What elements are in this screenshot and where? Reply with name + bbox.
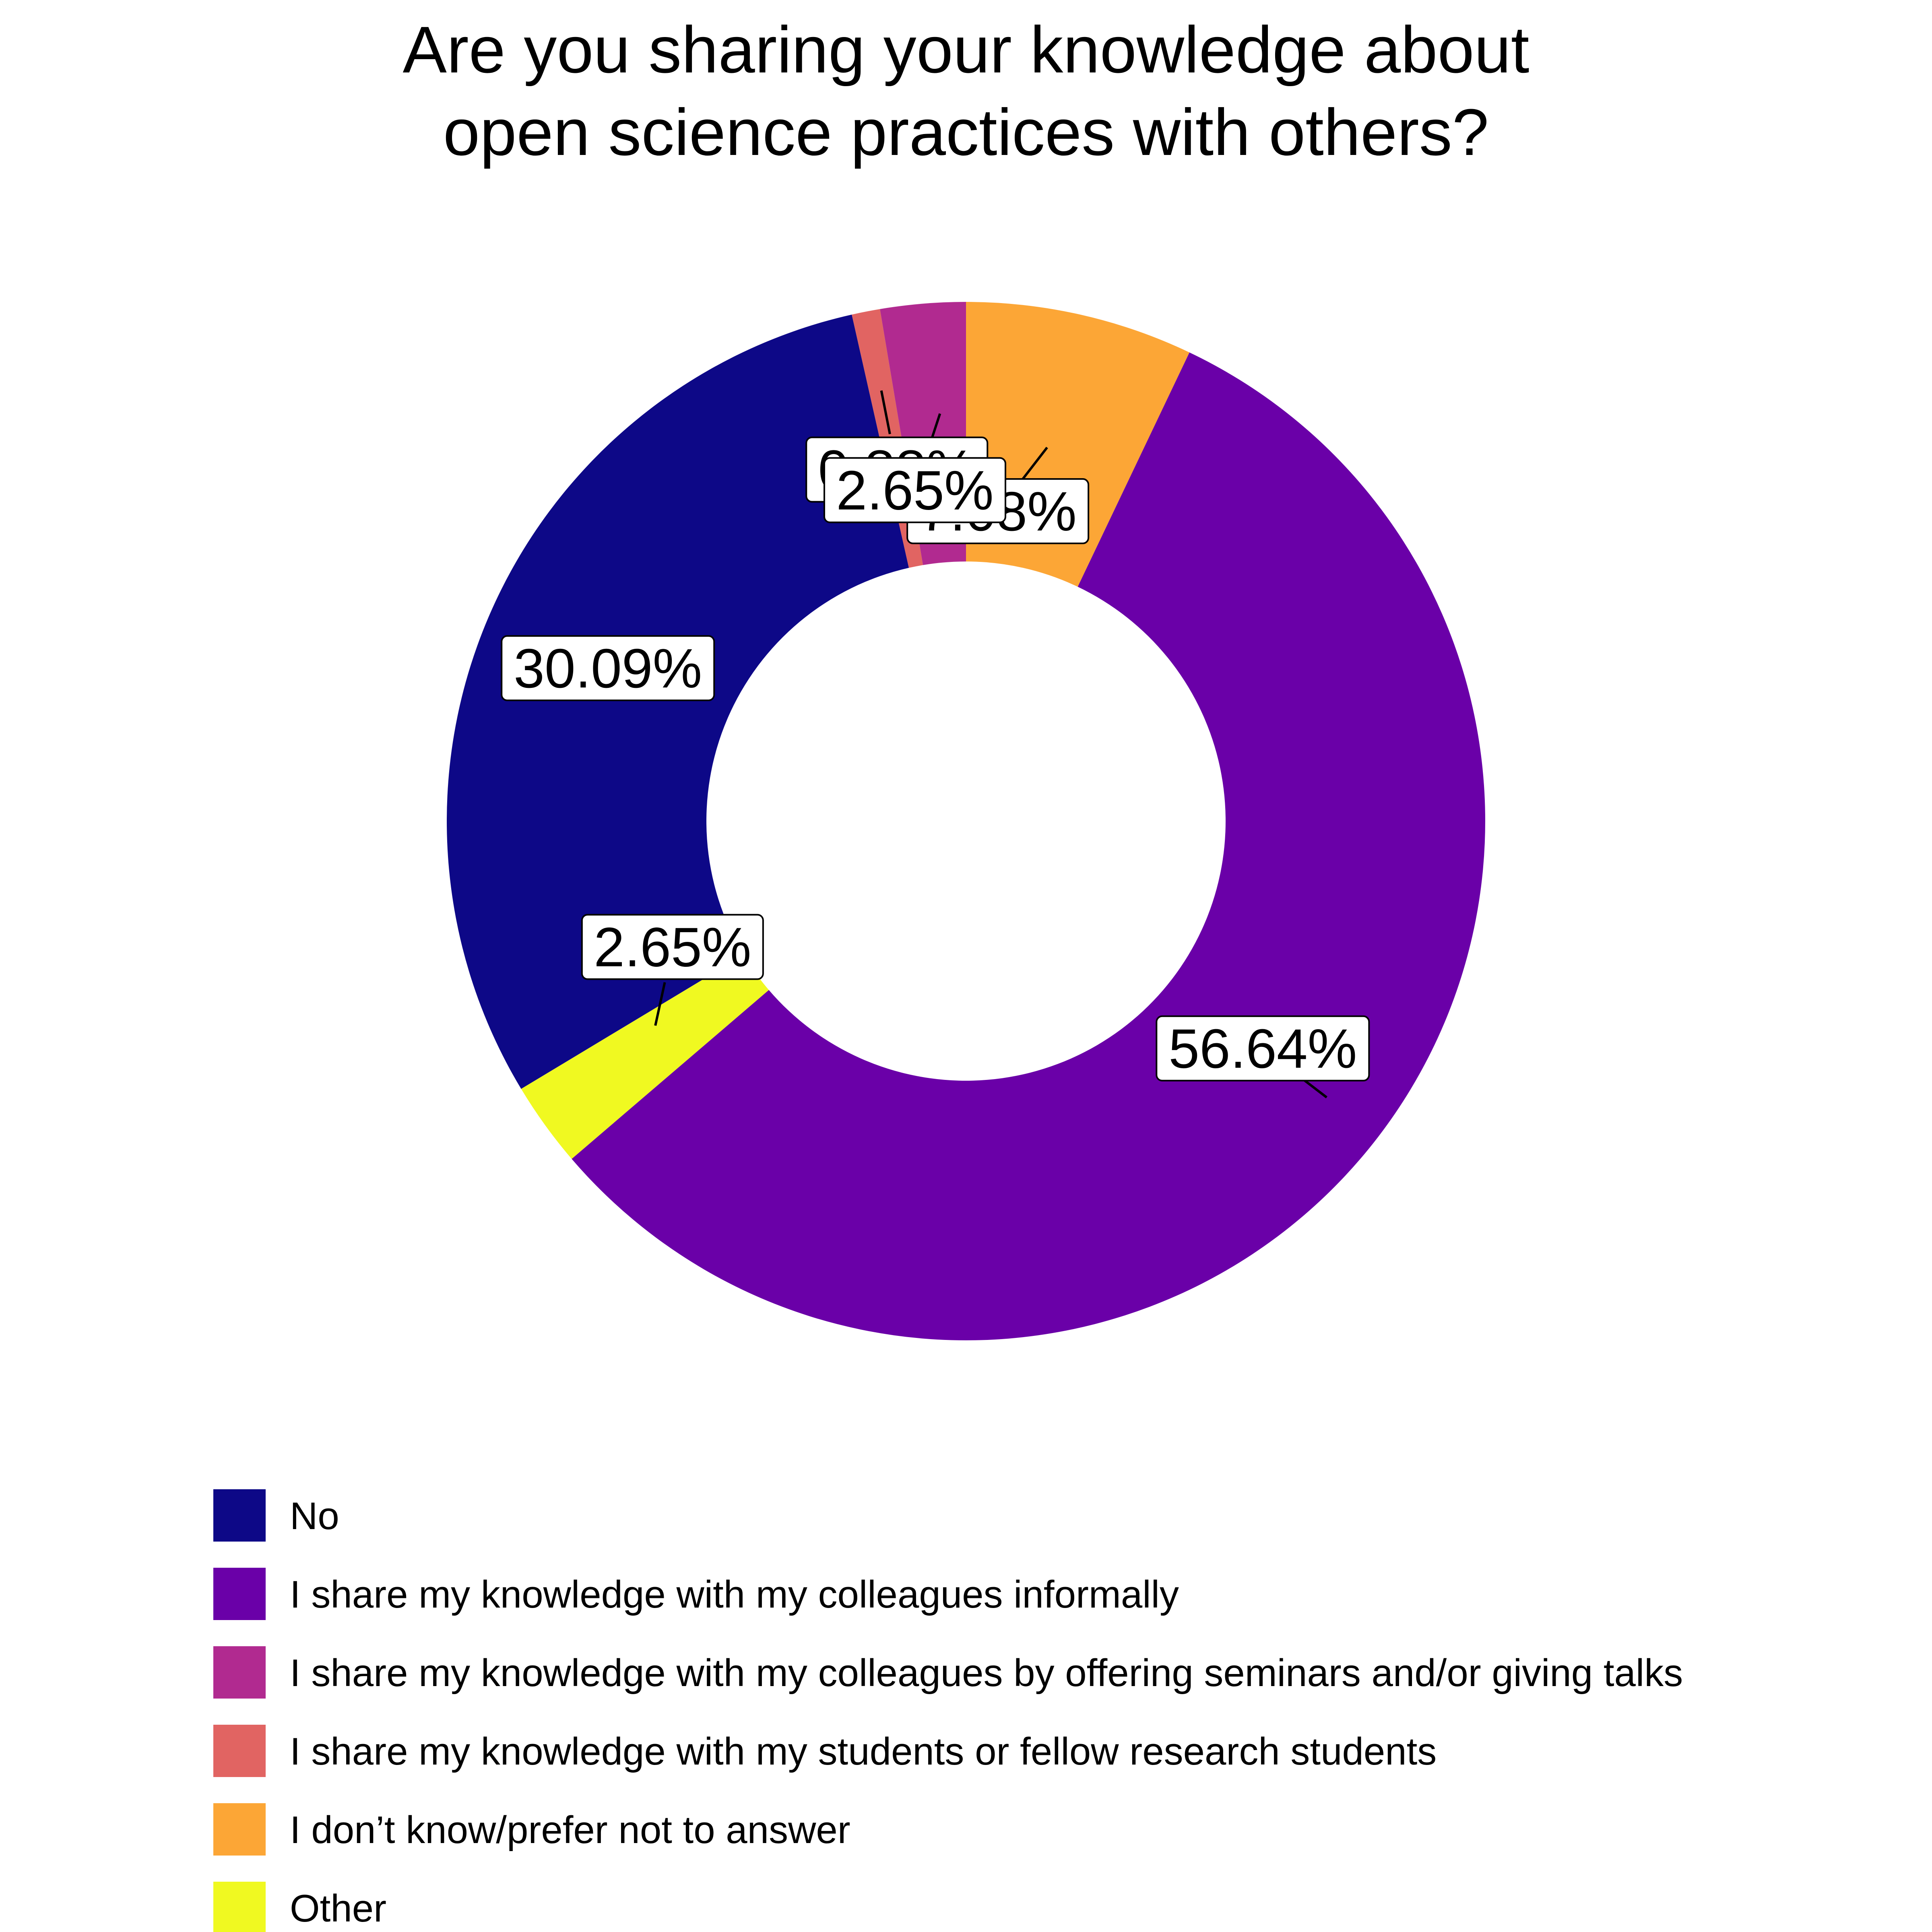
legend-item-i-share-my-knowledge-with-my-colleagues-informally: I share my knowledge with my colleagues … [213,1568,1179,1620]
legend-label-i-share-my-knowledge-with-my-students-or-fellow-research-students: I share my knowledge with my students or… [290,1730,1437,1773]
label-box-i-share-my-knowledge-with-my-colleagues-informally [1156,1015,1370,1082]
label-box-other [581,914,764,980]
label-text-other: 2.65% [594,916,751,978]
legend-swatch-no [213,1489,266,1542]
legend-swatch-i-don-t-know-prefer-not-to-answer [213,1803,266,1856]
legend-label-i-share-my-knowledge-with-my-colleagues-by-offering-seminars-and-or-giving-talks: I share my knowledge with my colleagues … [290,1651,1683,1695]
label-text-i-share-my-knowledge-with-my-colleagues-by-offering-seminars-and-or-giving-talks: 2.65% [836,460,993,522]
chart-title-line-2: open science practices with others? [443,95,1489,169]
chart-title-line-1: Are you sharing your knowledge about [403,13,1530,87]
label-i-share-my-knowledge-with-my-colleagues-informally: 56.64% [1156,1015,1370,1082]
chart-title: Are you sharing your knowledge about ope… [403,13,1530,169]
label-box-i-share-my-knowledge-with-my-colleagues-by-offering-seminars-and-or-giving-talks [823,457,1006,523]
label-no: 30.09% [501,635,715,702]
slice-other [521,955,769,1159]
legend-item-i-share-my-knowledge-with-my-colleagues-by-offering-seminars-and-or-giving-talks: I share my knowledge with my colleagues … [213,1646,1683,1699]
legend-swatch-i-share-my-knowledge-with-my-colleagues-by-offering-seminars-and-or-giving-talks [213,1646,266,1699]
legend-item-other: Other [213,1882,386,1932]
legend-label-i-don-t-know-prefer-not-to-answer: I don’t know/prefer not to answer [290,1808,850,1852]
legend-label-i-share-my-knowledge-with-my-colleagues-informally: I share my knowledge with my colleagues … [290,1573,1179,1616]
legend-item-no: No [213,1489,339,1542]
leader-other [654,982,666,1026]
legend-swatch-i-share-my-knowledge-with-my-students-or-fellow-research-students [213,1725,266,1777]
label-i-share-my-knowledge-with-my-colleagues-by-offering-seminars-and-or-giving-talks: 2.65% [823,457,1006,523]
leader-i-share-my-knowledge-with-my-students-or-fellow-research-students [880,390,891,434]
slice-no [447,314,909,1089]
label-box-no [501,635,715,702]
label-text-i-share-my-knowledge-with-my-colleagues-informally: 56.64% [1168,1018,1357,1080]
slice-i-share-my-knowledge-with-my-colleagues-informally [572,352,1485,1341]
label-other: 2.65% [581,914,764,980]
legend: No I share my knowledge with my colleague… [213,1489,1683,1932]
label-text-no: 30.09% [514,638,702,700]
legend-label-no: No [290,1494,339,1538]
legend-label-other: Other [290,1887,386,1930]
legend-item-i-don-t-know-prefer-not-to-answer: I don’t know/prefer not to answer [213,1803,850,1856]
legend-swatch-i-share-my-knowledge-with-my-colleagues-informally [213,1568,266,1620]
percentage-labels: 7.08%56.64%2.65%30.09%0.88%2.65% [501,436,1370,1082]
leader-i-don-t-know-prefer-not-to-answer [1019,446,1048,483]
legend-item-i-share-my-knowledge-with-my-students-or-fellow-research-students: I share my knowledge with my students or… [213,1725,1437,1777]
legend-swatch-other [213,1882,266,1932]
